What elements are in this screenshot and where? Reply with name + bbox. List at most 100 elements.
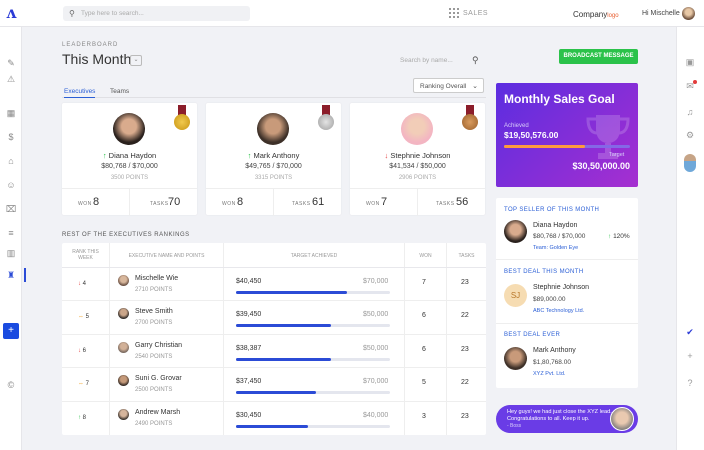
broadcast-message-button[interactable]: BROADCAST MESSAGE: [559, 49, 638, 64]
best-deal-month-avatar[interactable]: SJ: [504, 284, 527, 307]
tasks-label: TASKS: [150, 201, 169, 207]
achieved-value: $38,387: [236, 344, 262, 352]
left-sidebar: [0, 27, 22, 450]
name-search-input[interactable]: Search by name...: [400, 57, 453, 64]
target-value: $70,000: [363, 378, 389, 386]
executive-name: Steve Smith: [135, 308, 173, 316]
chat-message-line1: Hey guys! we had just close the XYZ lead…: [507, 409, 612, 415]
best-deal-month-company[interactable]: ABC Technology Ltd.: [533, 308, 585, 314]
top-performer-card[interactable]: ↑ Diana Haydon $80,768 / $70,000 3500 PO…: [62, 103, 197, 216]
won-value: 6: [422, 312, 426, 320]
company-logo-text: logo: [607, 13, 619, 19]
sender-avatar: [610, 407, 634, 431]
dollar-icon[interactable]: $: [8, 132, 14, 142]
rankings-title: REST OF THE EXECUTIVES RANKINGS: [62, 232, 190, 238]
won-value: 7: [381, 196, 388, 208]
top-performer-card[interactable]: ↑ Mark Anthony $49,765 / $70,000 3315 PO…: [206, 103, 341, 216]
leaderboard-icon[interactable]: ♜: [6, 270, 16, 280]
performer-stats: WON 7 TASKS 56: [350, 188, 485, 216]
global-search-input[interactable]: ⚲ Type here to search...: [63, 6, 250, 21]
add-icon[interactable]: +: [687, 351, 693, 361]
executive-name: Mischelle Wie: [135, 275, 179, 282]
bar-chart-icon[interactable]: ▥: [6, 248, 16, 258]
executive-avatar: [118, 275, 129, 286]
won-value: 8: [237, 196, 244, 208]
best-deal-ever-company[interactable]: XYZ Pvt. Ltd.: [533, 371, 566, 377]
brand-check-icon[interactable]: ✔: [686, 327, 694, 337]
progress-fill: [236, 324, 332, 328]
col-rank: RANK THIS WEEK: [72, 249, 99, 261]
top-seller-avatar[interactable]: [504, 220, 527, 243]
tasks-value: 22: [461, 312, 469, 320]
ranking-select-value: Ranking Overall: [420, 83, 467, 90]
user-avatar[interactable]: [682, 7, 695, 20]
table-row[interactable]: ⇔ 5 Steve Smith 2700 POINTS $39,450 $50,…: [62, 301, 486, 335]
achieved-label: Achieved: [504, 123, 529, 129]
best-deal-month-name[interactable]: Stephnie Johnson: [533, 284, 590, 291]
ranking-select[interactable]: Ranking Overall ⌄: [413, 78, 484, 93]
won-value: 6: [422, 345, 426, 353]
chat-sender: - Boss: [507, 423, 522, 429]
edit-icon[interactable]: ✎: [7, 58, 15, 68]
broadcast-chat-bubble[interactable]: Hey guys! we had just close the XYZ lead…: [496, 405, 638, 433]
top-performer-card[interactable]: ↓ Stephnie Johnson $41,534 / $50,000 290…: [350, 103, 485, 216]
tasks-value: 70: [168, 196, 181, 208]
best-deal-ever-name[interactable]: Mark Anthony: [533, 347, 576, 354]
won-value: 8: [93, 196, 100, 208]
bell-icon[interactable]: ♫: [686, 107, 694, 117]
executive-name: Andrew Marsh: [135, 408, 181, 416]
tab-executives[interactable]: Executives: [64, 88, 96, 98]
contact-avatar[interactable]: [684, 154, 696, 172]
chevron-down-icon[interactable]: ⌄: [130, 55, 142, 66]
table-row[interactable]: ↓ 4 Mischelle Wie 2710 POINTS $40,450 $7…: [62, 268, 486, 302]
alert-icon[interactable]: ⚠: [6, 74, 16, 84]
module-label[interactable]: SALES: [463, 10, 489, 17]
settings-icon[interactable]: ⚙: [685, 130, 695, 140]
trend-down-icon: ↓: [384, 151, 389, 160]
tasks-value: 23: [461, 345, 469, 353]
executive-avatar: [118, 408, 129, 420]
top-seller-team[interactable]: Team: Golden Eye: [533, 245, 579, 251]
goal-progress-bar: [504, 145, 630, 148]
won-label: WON: [222, 201, 236, 207]
trend-up-icon: ↑: [102, 151, 107, 160]
period-title[interactable]: This Month: [62, 51, 132, 67]
list-icon[interactable]: ≡: [8, 228, 14, 238]
won-label: WON: [78, 201, 92, 207]
col-target: TARGET ACHIEVED: [290, 253, 338, 259]
dashboard-icon[interactable]: ▦: [6, 108, 16, 118]
app-logo-icon[interactable]: ʌ: [6, 3, 17, 22]
rank-value: 7: [85, 381, 90, 388]
best-deal-ever-avatar[interactable]: [504, 347, 527, 370]
col-won: WON: [419, 253, 432, 259]
lock-icon[interactable]: ⌧: [5, 204, 17, 214]
top-seller-name[interactable]: Diana Haydon: [533, 222, 578, 229]
rank-value: 8: [82, 414, 87, 421]
won-value: 7: [422, 279, 426, 286]
target-value: $50,000: [363, 344, 389, 352]
chat-icon[interactable]: ✉: [686, 81, 694, 91]
copyright-icon[interactable]: ©: [7, 380, 15, 390]
table-row[interactable]: ↑ 8 Andrew Marsh 2490 POINTS $30,450 $40…: [62, 402, 486, 435]
top-seller-amount: $80,768 / $70,000: [533, 233, 586, 240]
bank-icon[interactable]: ⌂: [8, 156, 14, 166]
user-greeting[interactable]: Hi Mischelle: [642, 10, 680, 17]
achieved-value: $40,450: [236, 278, 262, 285]
section-label: LEADERBOARD: [62, 42, 119, 48]
help-icon[interactable]: ?: [687, 378, 693, 388]
table-row[interactable]: ⇔ 7 Suni G. Grovar 2500 POINTS $37,450 $…: [62, 368, 486, 402]
trend-up-icon: ↑: [247, 151, 252, 160]
calendar-icon[interactable]: ▣: [685, 57, 695, 67]
table-row[interactable]: ↓ 6 Garry Christian 2540 POINTS $38,387 …: [62, 335, 486, 369]
add-button[interactable]: +: [3, 323, 19, 339]
apps-grid-icon[interactable]: [449, 8, 459, 18]
tab-teams[interactable]: Teams: [110, 88, 130, 95]
user-icon[interactable]: ☺: [6, 180, 16, 190]
best-deal-ever-heading: BEST DEAL EVER: [504, 332, 561, 338]
gold-medal-icon: [174, 105, 190, 131]
trend-up-icon: ↑: [608, 233, 612, 240]
executive-avatar: [118, 375, 129, 387]
top-seller-percent: 120%: [613, 233, 630, 240]
performer-target: / $50,000: [416, 163, 446, 170]
search-icon[interactable]: ⚲: [472, 55, 479, 65]
